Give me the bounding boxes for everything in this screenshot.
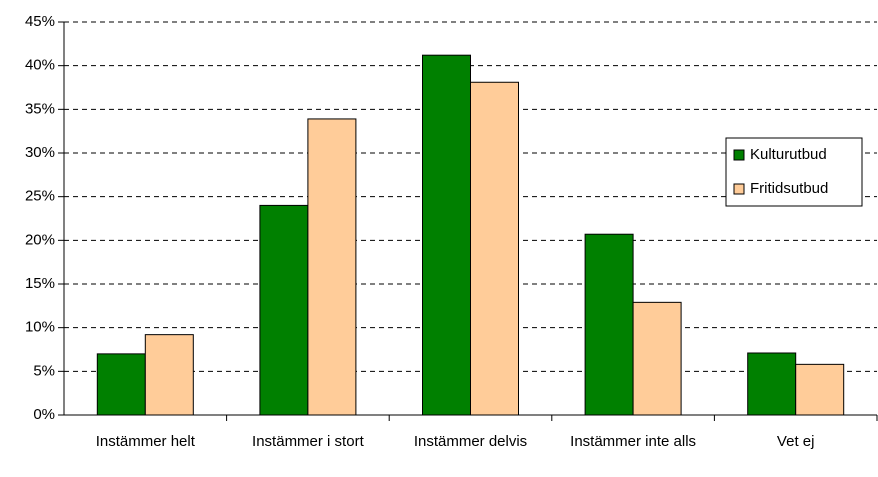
bar — [795, 363, 845, 416]
y-tick-label: 0% — [33, 406, 55, 423]
bar — [584, 233, 634, 416]
y-tick-label: 15% — [25, 275, 55, 292]
y-tick-label: 20% — [25, 231, 55, 248]
x-tick-label: Vet ej — [777, 433, 815, 450]
x-tick-label: Instämmer inte alls — [570, 433, 696, 450]
bar — [747, 352, 797, 416]
x-tick-label: Instämmer delvis — [414, 433, 527, 450]
bar — [96, 353, 146, 416]
legend-label: Fritidsutbud — [750, 180, 828, 197]
y-tick-label: 35% — [25, 100, 55, 117]
y-tick-label: 30% — [25, 144, 55, 161]
bar — [470, 81, 519, 416]
y-tick-label: 25% — [25, 188, 55, 205]
y-tick-label: 40% — [25, 57, 55, 74]
legend-label: Kulturutbud — [750, 146, 827, 163]
bar — [632, 301, 682, 416]
bar — [422, 54, 471, 416]
legend-box — [725, 137, 863, 207]
bar — [144, 334, 194, 416]
x-tick-label: Instämmer helt — [96, 433, 196, 450]
y-tick-label: 10% — [25, 319, 55, 336]
bar — [307, 118, 357, 416]
y-tick-label: 45% — [25, 13, 55, 30]
legend-swatch — [733, 183, 745, 195]
x-tick-label: Instämmer i stort — [252, 433, 365, 450]
bar — [259, 204, 309, 416]
y-tick-label: 5% — [33, 362, 55, 379]
legend-swatch — [733, 149, 745, 161]
